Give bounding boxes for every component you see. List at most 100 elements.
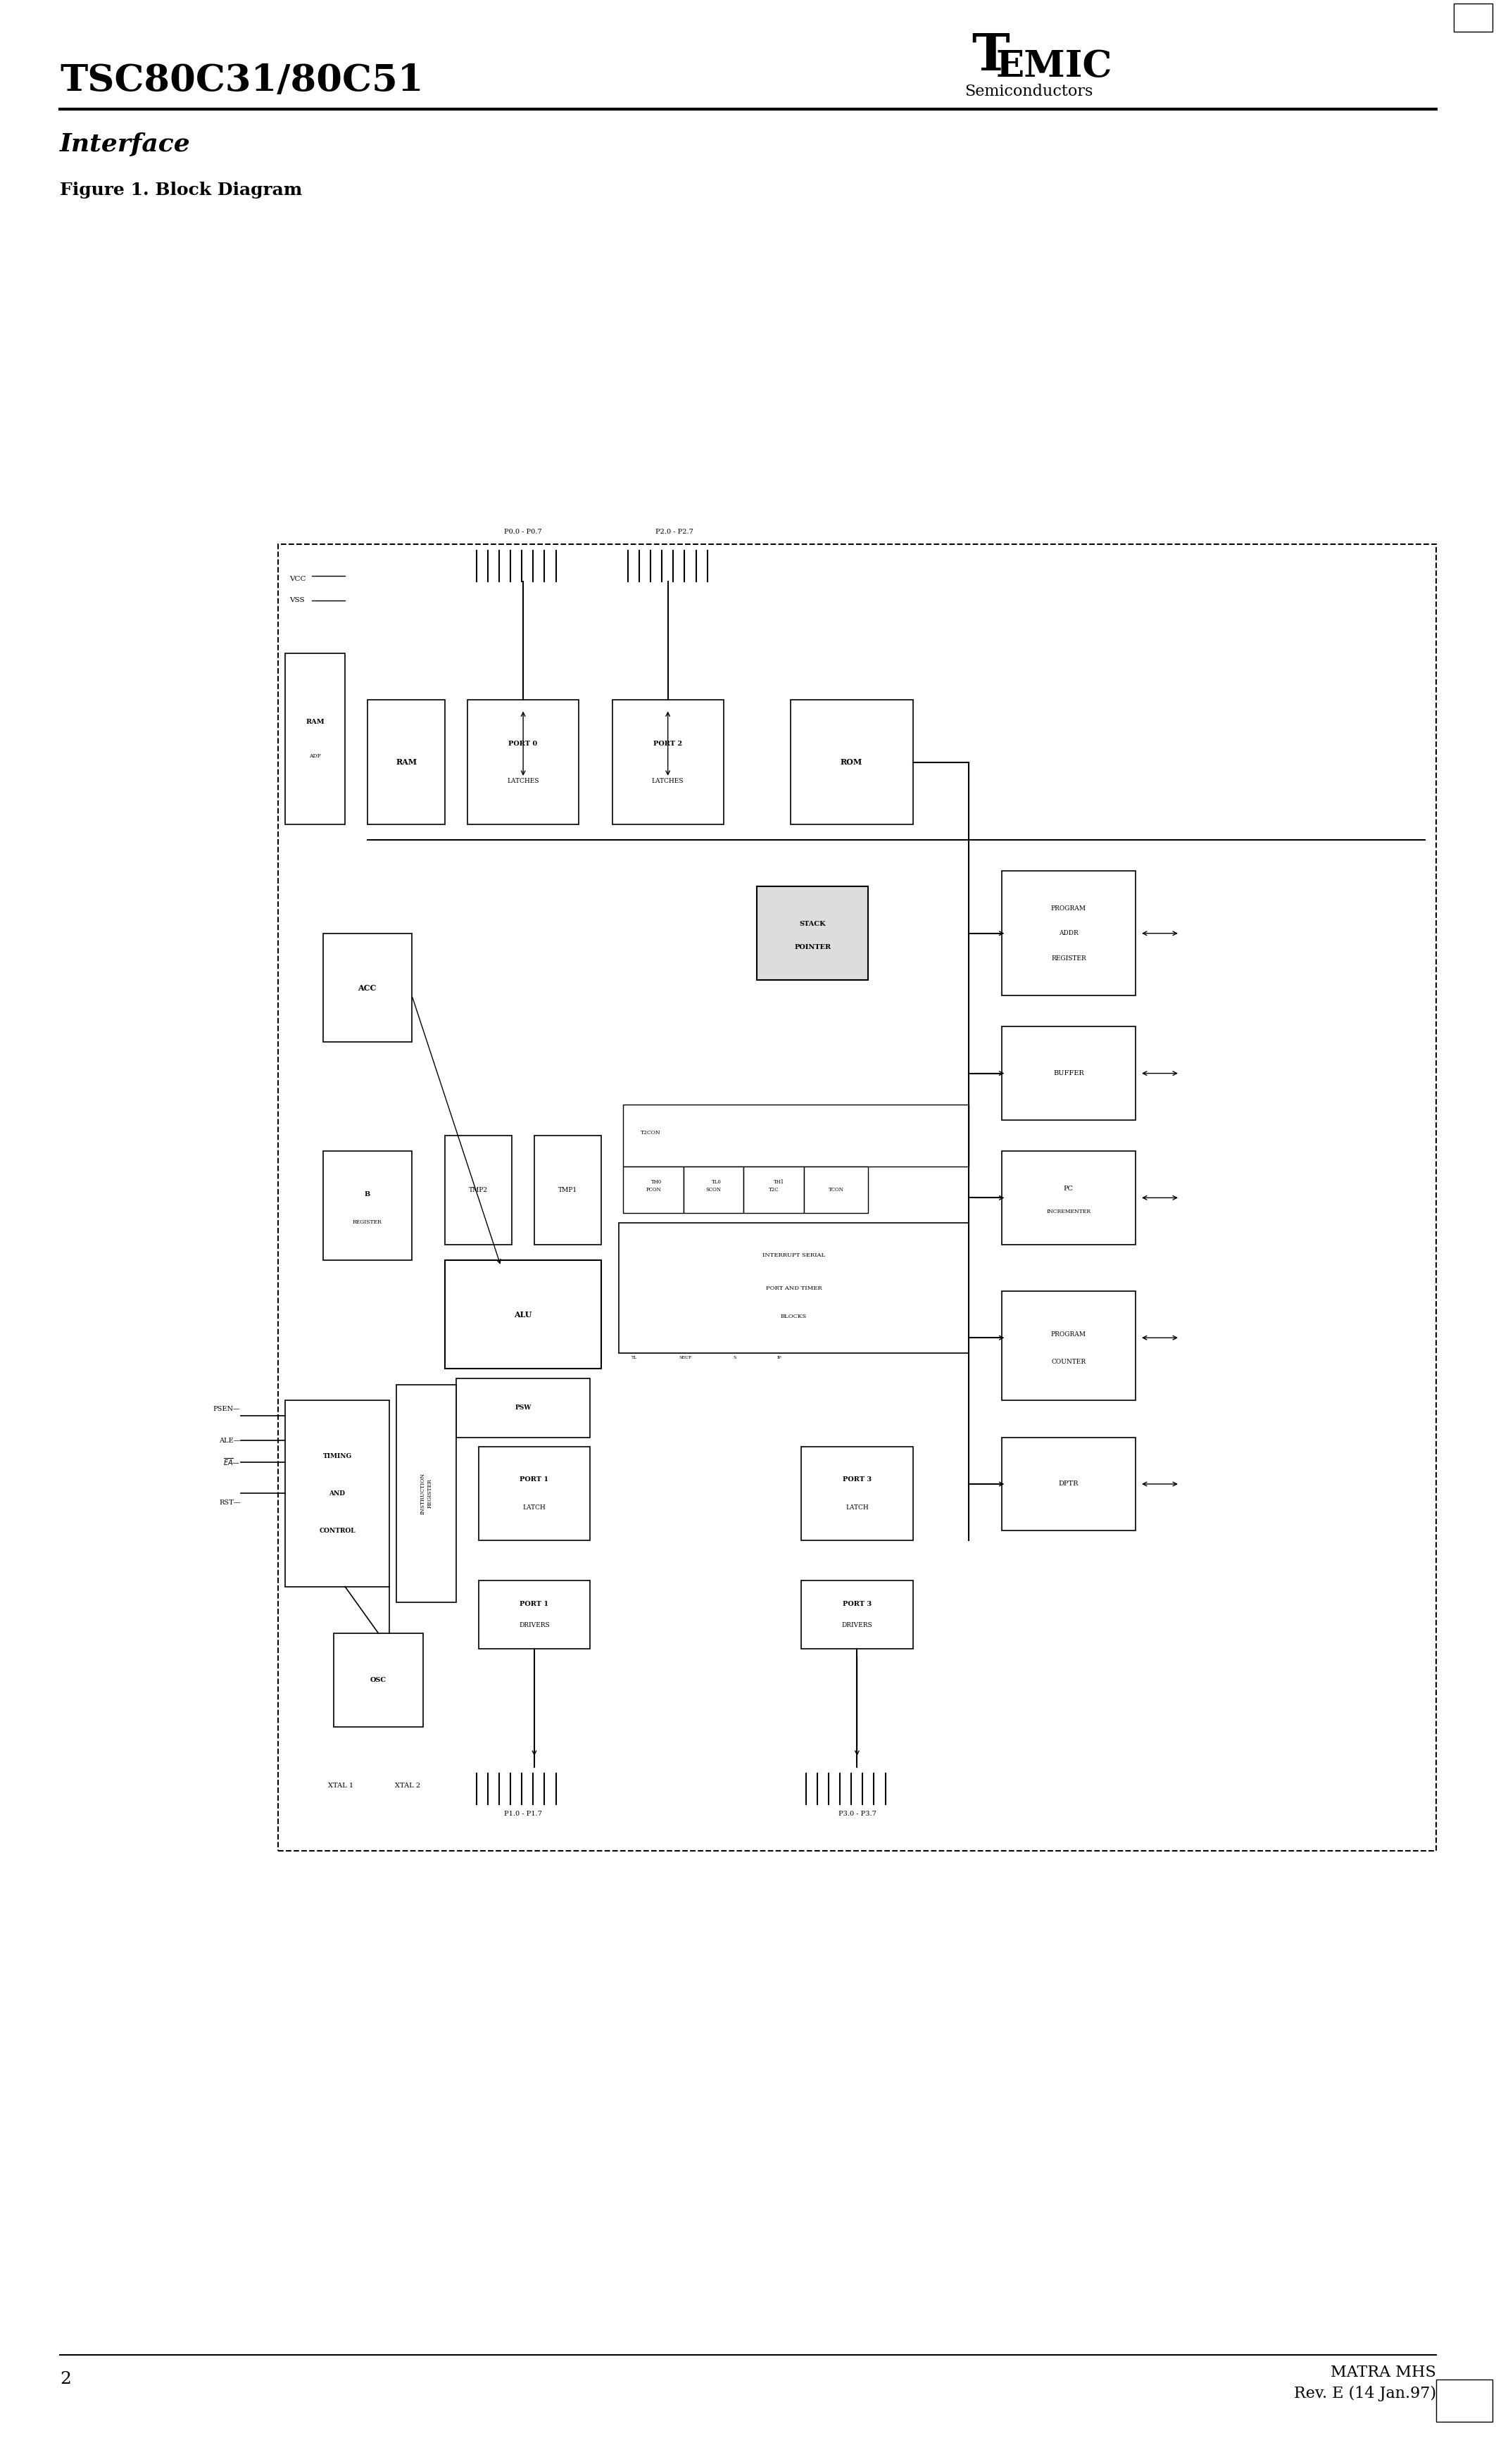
Text: P2.0 - P2.7: P2.0 - P2.7 — [655, 530, 694, 535]
Bar — [624, 1104, 968, 1165]
Text: LATCHES: LATCHES — [652, 779, 684, 784]
Text: ACC: ACC — [358, 983, 377, 991]
Text: PORT 1: PORT 1 — [519, 1602, 549, 1607]
Bar — [278, 545, 1436, 1850]
Bar — [368, 700, 446, 825]
Text: STACK: STACK — [799, 922, 826, 926]
Bar — [284, 653, 346, 825]
Text: Semiconductors: Semiconductors — [965, 84, 1094, 99]
Text: PCON: PCON — [646, 1188, 661, 1193]
Text: RAM: RAM — [395, 759, 417, 766]
Bar — [396, 1385, 456, 1602]
Text: T: T — [971, 32, 1010, 81]
Bar — [790, 700, 913, 825]
Bar — [684, 1165, 744, 1212]
Bar — [624, 1165, 684, 1212]
Text: B: B — [365, 1193, 370, 1198]
Bar — [1002, 1027, 1135, 1121]
Text: VSS: VSS — [289, 596, 305, 604]
Text: INSTRUCTION
REGISTER: INSTRUCTION REGISTER — [420, 1473, 432, 1515]
Text: VCC: VCC — [289, 577, 307, 582]
Text: RST—: RST— — [218, 1501, 241, 1506]
Text: TL: TL — [631, 1355, 637, 1360]
Bar — [1436, 2380, 1493, 2422]
Text: IP: IP — [776, 1355, 781, 1360]
Text: EMIC: EMIC — [996, 49, 1113, 84]
Text: PSW: PSW — [515, 1404, 531, 1412]
Text: P3.0 - P3.7: P3.0 - P3.7 — [838, 1811, 877, 1816]
Text: 2: 2 — [60, 2370, 70, 2388]
Text: REGISTER: REGISTER — [353, 1220, 381, 1225]
Text: PROGRAM: PROGRAM — [1052, 1331, 1086, 1338]
Text: POINTER: POINTER — [794, 944, 830, 951]
Text: P0.0 - P0.7: P0.0 - P0.7 — [504, 530, 542, 535]
Text: ALE—: ALE— — [218, 1437, 241, 1444]
Text: P1.0 - P1.7: P1.0 - P1.7 — [504, 1811, 542, 1816]
Text: BUFFER: BUFFER — [1053, 1069, 1085, 1077]
Bar — [1002, 1291, 1135, 1400]
Text: TMP2: TMP2 — [470, 1188, 488, 1193]
Text: TL0: TL0 — [712, 1180, 721, 1185]
Text: SBUF: SBUF — [679, 1355, 693, 1360]
Text: COUNTER: COUNTER — [1052, 1358, 1086, 1365]
Text: PORT AND TIMER: PORT AND TIMER — [766, 1286, 821, 1291]
Bar — [534, 1136, 601, 1244]
Text: PORT 1: PORT 1 — [519, 1476, 549, 1483]
Text: DPTR: DPTR — [1059, 1481, 1079, 1488]
Text: LATCH: LATCH — [845, 1503, 869, 1510]
Bar — [446, 1259, 601, 1370]
Text: T2C: T2C — [769, 1188, 779, 1193]
Bar — [803, 1165, 868, 1212]
Bar — [757, 887, 868, 981]
Text: DRIVERS: DRIVERS — [519, 1621, 549, 1629]
Text: TIMING: TIMING — [323, 1454, 352, 1459]
Bar — [1002, 1151, 1135, 1244]
Text: INTERRUPT SERIAL: INTERRUPT SERIAL — [763, 1252, 824, 1259]
Text: Rev. E (14 Jan.97): Rev. E (14 Jan.97) — [1294, 2385, 1436, 2402]
Text: TH1: TH1 — [773, 1180, 784, 1185]
Text: TH0: TH0 — [651, 1180, 663, 1185]
Text: TSC80C31/80C51: TSC80C31/80C51 — [60, 64, 423, 99]
Text: TMP1: TMP1 — [558, 1188, 577, 1193]
Text: PORT 2: PORT 2 — [654, 739, 682, 747]
Bar — [1002, 1437, 1135, 1530]
Bar — [802, 1579, 913, 1648]
Text: ADF: ADF — [310, 754, 322, 759]
Text: ALU: ALU — [515, 1311, 533, 1318]
Text: S: S — [733, 1355, 736, 1360]
Bar — [284, 1400, 389, 1587]
Text: $\overline{EA}$—: $\overline{EA}$— — [223, 1456, 241, 1469]
Text: LATCH: LATCH — [522, 1503, 546, 1510]
Text: BLOCKS: BLOCKS — [781, 1313, 806, 1321]
Bar — [456, 1377, 589, 1437]
Text: AND: AND — [329, 1491, 346, 1496]
Text: ROM: ROM — [841, 759, 863, 766]
Bar — [619, 1222, 968, 1353]
Text: XTAL 1: XTAL 1 — [328, 1781, 353, 1789]
Text: PORT 3: PORT 3 — [842, 1476, 872, 1483]
Bar — [323, 934, 411, 1042]
Bar — [612, 700, 724, 825]
Bar — [467, 700, 579, 825]
Text: INCREMENTER: INCREMENTER — [1046, 1210, 1091, 1215]
Bar — [479, 1446, 589, 1540]
Text: DRIVERS: DRIVERS — [842, 1621, 872, 1629]
Text: MATRA MHS: MATRA MHS — [1331, 2365, 1436, 2380]
Text: CONTROL: CONTROL — [319, 1528, 356, 1533]
Text: LATCHES: LATCHES — [507, 779, 539, 784]
Bar — [744, 1165, 803, 1212]
Text: SCON: SCON — [706, 1188, 721, 1193]
Text: ADDR: ADDR — [1059, 931, 1079, 936]
Bar — [334, 1634, 423, 1727]
Text: PORT 0: PORT 0 — [509, 739, 537, 747]
Text: Figure 1. Block Diagram: Figure 1. Block Diagram — [60, 182, 302, 200]
Bar — [323, 1151, 411, 1259]
Bar — [479, 1579, 589, 1648]
Text: REGISTER: REGISTER — [1052, 956, 1086, 961]
Text: TCON: TCON — [829, 1188, 844, 1193]
Bar — [1454, 2, 1493, 32]
Bar — [1002, 872, 1135, 995]
Bar — [446, 1136, 512, 1244]
Text: PROGRAM: PROGRAM — [1052, 904, 1086, 912]
Text: XTAL 2: XTAL 2 — [395, 1781, 420, 1789]
